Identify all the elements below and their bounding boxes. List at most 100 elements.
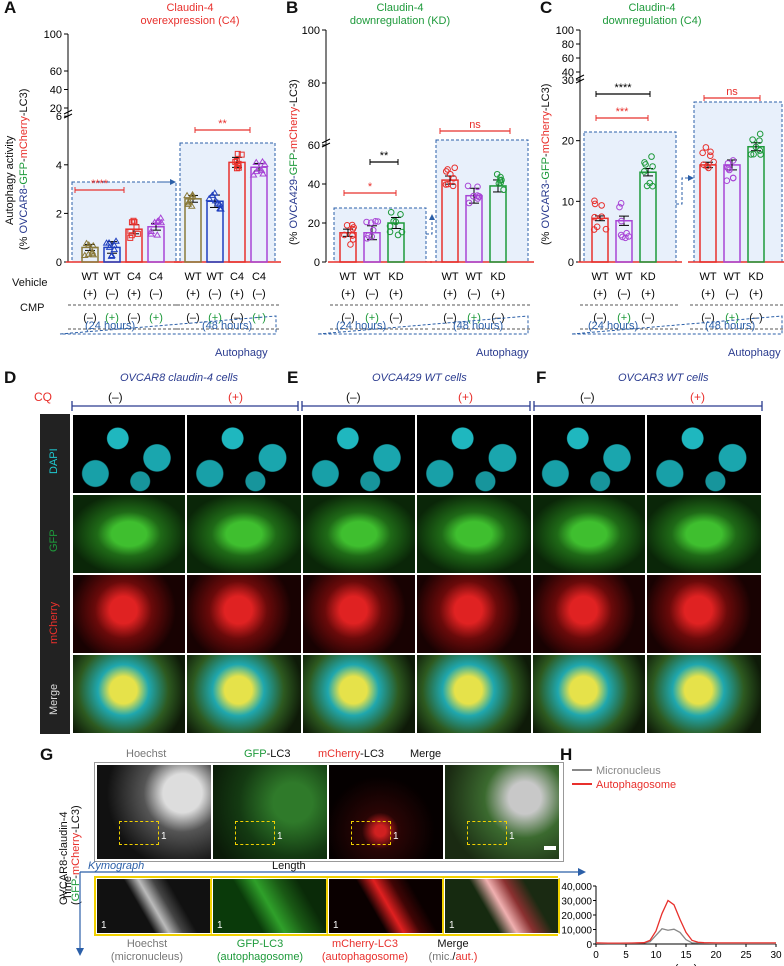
data-point — [475, 193, 482, 200]
data-point — [235, 164, 242, 171]
data-point — [127, 234, 134, 241]
scale-bar — [544, 846, 556, 850]
micrograph-mer-3 — [416, 654, 532, 734]
panel-e-neg: (–) — [346, 390, 361, 404]
x-tick-label: 15 — [680, 950, 692, 961]
micrograph-mch-1 — [186, 574, 302, 654]
y-tick-label: 30,000 — [561, 897, 592, 908]
y-tick-label: 0 — [314, 257, 320, 269]
g-cap-mcherry: mCherry-LC3 (autophagosome) — [321, 938, 409, 963]
category-label: WT — [81, 271, 98, 283]
data-point — [255, 165, 264, 172]
data-point — [84, 241, 93, 248]
panel-c-title: Claudin-4 downregulation (C4) — [582, 2, 722, 28]
cmp-value: (+) — [252, 312, 266, 324]
data-point — [397, 211, 404, 218]
panel-b-autophagy: Autophagy — [476, 347, 529, 359]
micrograph-gfp-0 — [72, 494, 186, 574]
channel-label-bar — [40, 414, 70, 734]
micrograph-gfp-2 — [302, 494, 416, 574]
x-axis-label: (µm) — [675, 963, 698, 966]
g-length-label: Length — [272, 860, 306, 872]
category-label: WT — [206, 271, 223, 283]
data-point — [593, 223, 601, 231]
series-line-autophagosome — [595, 899, 776, 944]
panel-b-time-48: (48 hours) — [453, 320, 504, 332]
micrograph-mch-2 — [302, 574, 416, 654]
cmp-value: (+) — [617, 312, 631, 324]
connector-arrowhead — [688, 175, 694, 181]
y-tick-label: 40 — [562, 67, 574, 79]
panel-e-pos: (+) — [458, 390, 473, 404]
data-point — [252, 158, 261, 166]
micrograph-dapi-0 — [72, 414, 186, 494]
cmp-value: (–) — [701, 312, 714, 324]
g-kymo-arrows — [76, 868, 586, 956]
data-point — [591, 213, 598, 221]
sig-label: *** — [616, 106, 630, 118]
category-label: WT — [184, 271, 201, 283]
vehicle-value: (–) — [208, 288, 221, 300]
data-point — [349, 236, 357, 243]
data-point — [707, 148, 714, 156]
group-box — [693, 101, 783, 263]
g-merge-label: Merge — [410, 748, 442, 760]
category-label: WT — [465, 271, 482, 283]
cmp-value: (–) — [230, 312, 243, 324]
data-point — [598, 202, 605, 209]
vehicle-value: (–) — [252, 288, 265, 300]
data-point — [390, 217, 397, 225]
micrograph-mer-2 — [302, 654, 416, 734]
micrograph-mch-5 — [646, 574, 762, 654]
vehicle-value: (+) — [186, 288, 200, 300]
category-label: C4 — [127, 271, 141, 283]
category-label: KD — [748, 271, 763, 283]
data-point — [752, 143, 760, 151]
y-tick-label: 20 — [308, 218, 320, 230]
vehicle-value: (+) — [341, 288, 355, 300]
data-point — [473, 192, 481, 199]
legend-label: Autophagosome — [596, 779, 676, 791]
data-point — [130, 217, 137, 224]
axis-break — [63, 109, 73, 115]
data-point — [363, 218, 370, 226]
cmp-value: (+) — [105, 312, 119, 324]
kymo-number: 1 — [333, 920, 339, 931]
panel-b-title-line2: downregulation (KD) — [349, 15, 451, 27]
data-point — [349, 232, 356, 239]
cmp-value: (+) — [149, 312, 163, 324]
g-kymograph-label: Kymograph — [88, 860, 145, 872]
category-label: WT — [615, 271, 632, 283]
kymo-image-0: 1 — [96, 878, 212, 934]
data-point — [591, 200, 599, 208]
cmp-value: (–) — [127, 312, 140, 324]
y-tick-label: 100 — [44, 29, 62, 41]
data-point — [347, 241, 354, 248]
vehicle-value: (+) — [491, 288, 505, 300]
category-label: WT — [699, 271, 716, 283]
cmp-value: (–) — [641, 312, 654, 324]
vehicle-value: (+) — [749, 288, 763, 300]
data-point — [705, 164, 712, 172]
cmp-value: (–) — [389, 312, 402, 324]
vehicle-value: (–) — [149, 288, 162, 300]
roi-number: 1 — [393, 831, 399, 842]
panel-a-time-48: (48 hours) — [202, 320, 253, 332]
axis-break — [321, 142, 331, 148]
data-point — [451, 164, 459, 172]
roi-box — [467, 821, 507, 845]
data-point — [449, 182, 457, 190]
data-point — [367, 219, 375, 227]
data-point — [233, 165, 240, 172]
data-point — [640, 168, 648, 175]
cmp-value: (+) — [467, 312, 481, 324]
data-point — [729, 174, 737, 182]
data-point — [625, 233, 633, 240]
data-point — [184, 200, 192, 207]
sig-label: **** — [91, 178, 109, 190]
panel-label-g: G — [40, 745, 54, 764]
data-point — [450, 174, 457, 182]
data-point — [259, 170, 267, 177]
vehicle-value: (+) — [127, 288, 141, 300]
data-point — [464, 182, 472, 190]
